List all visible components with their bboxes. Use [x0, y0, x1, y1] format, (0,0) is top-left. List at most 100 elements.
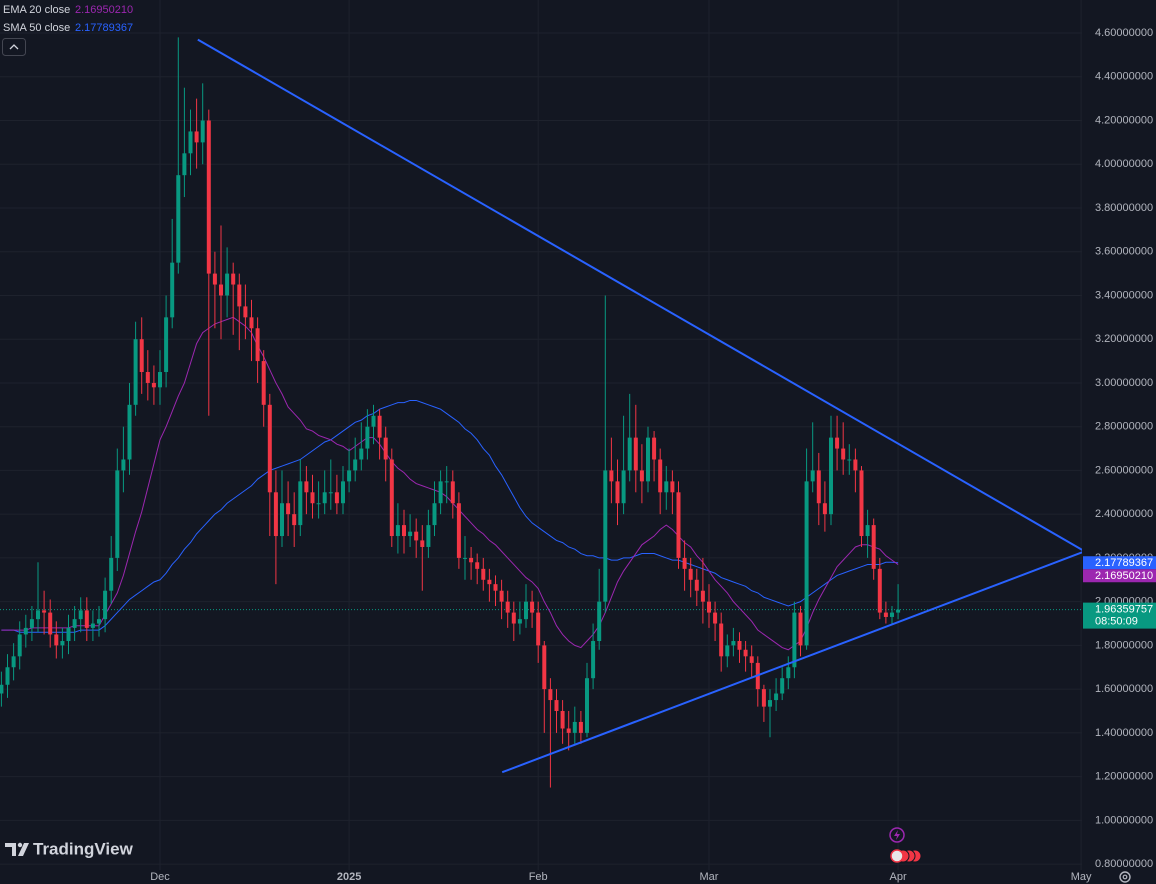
y-tick-label: 1.40000000: [1095, 727, 1153, 739]
candle-body: [36, 610, 41, 620]
price-badge: [1083, 556, 1156, 570]
candle-body: [347, 470, 352, 482]
candle-body: [889, 612, 894, 617]
last-price-label: 1.96359757: [1095, 604, 1153, 616]
candle-body: [627, 437, 632, 471]
candle-body: [48, 612, 53, 635]
candle-body: [164, 317, 169, 373]
candle-body: [639, 470, 644, 482]
candle-body: [401, 525, 406, 537]
candle-body: [774, 693, 779, 701]
candle-body: [737, 641, 742, 650]
candle-body: [316, 503, 321, 505]
candle-body: [298, 481, 303, 526]
candle-body: [438, 481, 443, 504]
candle-body: [542, 645, 547, 690]
candle-body: [334, 492, 339, 504]
y-tick-label: 2.40000000: [1095, 508, 1153, 520]
y-tick-label: 1.80000000: [1095, 639, 1153, 651]
brand-name: TradingView: [33, 839, 134, 858]
collapse-button[interactable]: [2, 38, 26, 56]
candle-body: [103, 590, 108, 620]
candle-body: [517, 619, 522, 624]
candle-body: [444, 481, 449, 483]
candle-body: [353, 459, 358, 471]
candle-body: [176, 175, 181, 263]
logo-dot: [17, 842, 23, 848]
candle-body: [377, 415, 382, 438]
candle-body: [194, 131, 199, 143]
candle-body: [292, 514, 297, 526]
candle-body: [188, 131, 193, 154]
candle-body: [816, 470, 821, 504]
candle-body: [530, 601, 535, 613]
legend-name: SMA 50 close: [3, 22, 70, 34]
indicator-line: [1, 399, 899, 633]
candle-body: [109, 557, 114, 591]
collapse-button-box[interactable]: [2, 38, 26, 56]
candle-body: [877, 568, 882, 613]
candle-body: [279, 503, 284, 537]
candle-body: [523, 601, 528, 620]
candle-body: [310, 492, 315, 504]
candle-body: [273, 492, 278, 537]
candle-body: [780, 678, 785, 694]
price-badge-label: 2.17789367: [1095, 557, 1153, 569]
candle-body: [798, 612, 803, 646]
candle-body: [548, 689, 553, 701]
candle-body: [853, 459, 858, 471]
settings-button[interactable]: [1119, 871, 1131, 883]
candle-body: [200, 120, 205, 143]
event-flag[interactable]: [890, 849, 904, 863]
candle-body: [505, 601, 510, 613]
candle-body: [841, 448, 846, 460]
event-icons[interactable]: [889, 827, 922, 863]
candle-body: [72, 619, 77, 628]
settings-icon-core: [1122, 874, 1128, 880]
candle-body: [792, 612, 797, 668]
candle-body: [810, 470, 815, 482]
candle-body: [5, 667, 10, 685]
price-badge-label: 2.16950210: [1095, 570, 1153, 582]
candle-body: [395, 525, 400, 537]
candle-body: [621, 470, 626, 504]
candle-body: [371, 415, 376, 427]
price-badge: [1083, 569, 1156, 583]
candle-body: [883, 612, 888, 617]
candle-body: [566, 728, 571, 733]
candle-body: [664, 481, 669, 493]
candle-body: [481, 568, 486, 580]
y-tick-label: 3.60000000: [1095, 246, 1153, 258]
logo-mark: [18, 843, 29, 856]
trend-line: [197, 38, 1086, 553]
candle-body: [835, 437, 840, 449]
candle-body: [60, 641, 65, 646]
candle-body: [231, 273, 236, 285]
settings-icon[interactable]: [1119, 871, 1131, 883]
candle-body: [11, 656, 16, 668]
candle-body: [743, 649, 748, 657]
x-tick-label: Mar: [700, 871, 719, 883]
y-tick-label: 1.20000000: [1095, 771, 1153, 783]
x-tick-label: Feb: [529, 871, 548, 883]
candle-body: [859, 470, 864, 537]
candle-body: [206, 120, 211, 274]
candle-body: [84, 610, 89, 628]
candle-body: [29, 619, 34, 628]
candle-body: [90, 623, 95, 628]
y-tick-label: 4.20000000: [1095, 114, 1153, 126]
candle-body: [17, 634, 22, 657]
legend-value: 2.17789367: [75, 22, 133, 34]
last-price-badge: [1083, 602, 1156, 629]
candle-body: [23, 627, 28, 635]
y-tick-label: 0.80000000: [1095, 858, 1153, 870]
y-tick-label: 3.00000000: [1095, 377, 1153, 389]
candle-body: [420, 540, 425, 547]
y-tick-label: 4.60000000: [1095, 27, 1153, 39]
candle-body: [243, 306, 248, 318]
collapse-icon[interactable]: [9, 44, 19, 50]
candle-body: [652, 437, 657, 460]
candle-body: [475, 562, 480, 569]
candle-body: [322, 492, 327, 504]
